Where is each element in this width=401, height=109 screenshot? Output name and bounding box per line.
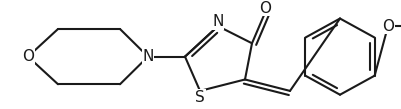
Text: S: S	[195, 90, 205, 105]
Text: O: O	[22, 49, 34, 64]
Text: N: N	[142, 49, 154, 64]
Text: N: N	[212, 14, 224, 29]
Text: O: O	[259, 1, 271, 16]
Text: O: O	[382, 19, 394, 34]
